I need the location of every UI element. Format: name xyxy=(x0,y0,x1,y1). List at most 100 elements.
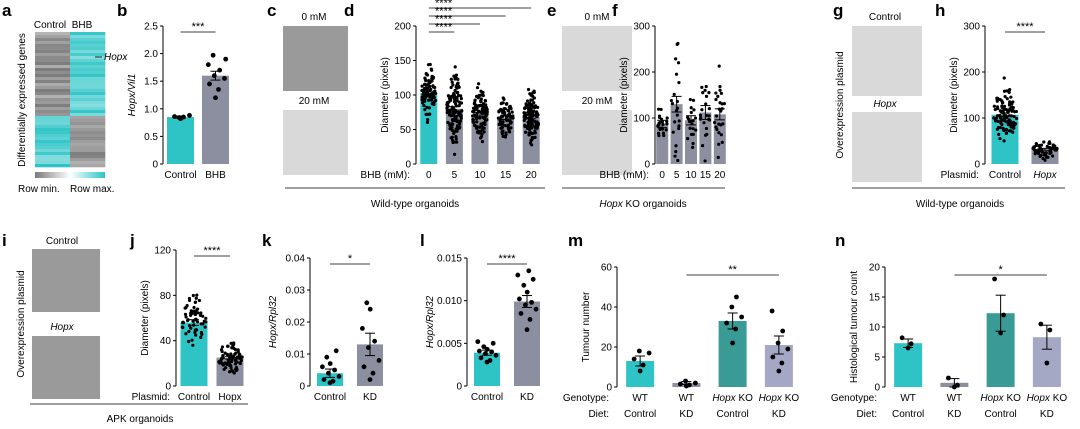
data-point xyxy=(452,96,456,101)
heatmap-cell xyxy=(35,134,71,138)
bar-n-0 xyxy=(894,343,923,387)
heatmap-cell xyxy=(70,92,106,96)
data-point xyxy=(992,104,996,108)
data-point xyxy=(524,130,528,134)
diet-value: KD xyxy=(772,409,786,420)
data-point xyxy=(181,325,185,330)
diet-value: KD xyxy=(947,409,961,420)
heatmap-cell xyxy=(70,164,106,168)
data-point xyxy=(420,95,424,99)
data-point xyxy=(945,375,951,381)
bar-l-0 xyxy=(474,352,500,386)
data-point xyxy=(698,113,703,117)
data-point xyxy=(475,339,481,345)
data-point xyxy=(775,340,781,346)
heatmap-cell xyxy=(35,53,71,57)
heatmap-cell xyxy=(70,80,106,84)
data-point xyxy=(194,317,198,321)
data-point xyxy=(533,126,538,130)
data-point xyxy=(425,86,429,90)
heatmap-cell xyxy=(70,140,106,144)
data-point xyxy=(675,113,679,117)
data-point xyxy=(524,289,530,295)
data-point xyxy=(1000,105,1004,110)
heatmap-cell xyxy=(70,119,106,123)
data-point xyxy=(730,340,736,346)
data-point xyxy=(724,320,730,326)
data-point xyxy=(483,120,487,124)
data-point xyxy=(428,84,432,89)
data-point xyxy=(225,344,230,348)
data-point xyxy=(1003,94,1007,99)
x-tick-label: 0 xyxy=(659,170,665,181)
sig-stars: **** xyxy=(498,253,516,265)
data-point xyxy=(734,294,739,300)
data-point xyxy=(503,111,507,115)
data-point xyxy=(671,130,675,134)
photo-g-hopx xyxy=(852,112,922,182)
y-tick-label: 5 xyxy=(874,353,880,364)
heatmap-cell xyxy=(70,95,106,99)
heatmap-cell xyxy=(70,107,106,111)
data-point xyxy=(228,370,232,374)
data-point xyxy=(477,125,481,129)
data-point xyxy=(689,106,693,110)
data-point xyxy=(683,378,688,384)
heatmap-cell xyxy=(35,107,71,111)
data-point xyxy=(475,130,480,134)
data-point xyxy=(427,106,431,110)
y-tick-label: 0 xyxy=(644,160,650,171)
data-point xyxy=(446,120,450,125)
heatmap-cell xyxy=(35,161,71,165)
data-point xyxy=(475,111,479,115)
data-point xyxy=(785,346,791,352)
heatmap-cell xyxy=(70,35,106,39)
chart-n: n 0 5 10 15 20 Histological tumour count Genoty… xyxy=(831,231,1068,420)
data-point xyxy=(194,296,198,300)
data-point xyxy=(1051,144,1055,148)
data-point xyxy=(376,358,382,363)
y-tick-label: 50 xyxy=(400,125,412,136)
chart-b: b 0 0.5 1.0 1.5 2.0 2.5 Hopx/Vil1 Control BHB *** xyxy=(117,1,229,181)
data-point xyxy=(475,86,480,90)
data-point xyxy=(1046,155,1050,159)
photo-c-0mM xyxy=(283,26,348,91)
data-point xyxy=(691,145,695,149)
data-point xyxy=(1037,144,1041,148)
diet-value: Control xyxy=(624,409,656,420)
data-point xyxy=(1031,146,1035,150)
data-point xyxy=(707,91,711,95)
chart-k: k 0 0.01 0.02 0.03 0.04 Hopx/Rpl32 Control KD * xyxy=(262,231,383,403)
y-tick-label: 1.5 xyxy=(144,77,158,88)
y-tick-label: 0 xyxy=(874,383,880,394)
data-point xyxy=(674,144,678,148)
heatmap-legend-min: Row min. xyxy=(18,184,60,195)
heatmap-cell xyxy=(70,152,106,156)
x-tick-label: KD xyxy=(363,392,377,403)
heatmap-cell xyxy=(70,161,106,165)
y-tick-label: 0 xyxy=(405,160,411,171)
data-point xyxy=(449,136,453,140)
heatmap-cell xyxy=(70,113,106,117)
data-point xyxy=(1011,130,1015,134)
data-point xyxy=(992,116,996,120)
panel-letter-a: a xyxy=(2,1,12,20)
data-point xyxy=(187,296,192,301)
x-tick-label: 20 xyxy=(526,170,538,181)
data-point xyxy=(459,109,463,113)
data-point xyxy=(670,102,675,106)
data-point xyxy=(527,317,533,322)
data-point xyxy=(223,56,229,62)
data-point xyxy=(530,276,536,282)
y-tick-label: 10 xyxy=(869,323,881,334)
data-point xyxy=(995,105,1000,109)
data-point xyxy=(686,137,690,141)
data-point xyxy=(204,316,208,320)
group-caption-2: Hopx KO organoids xyxy=(599,199,686,210)
data-point xyxy=(517,296,522,302)
data-point xyxy=(995,114,1000,118)
data-point xyxy=(672,92,676,96)
data-point xyxy=(479,136,483,140)
data-point xyxy=(195,293,199,297)
data-point xyxy=(992,276,998,282)
